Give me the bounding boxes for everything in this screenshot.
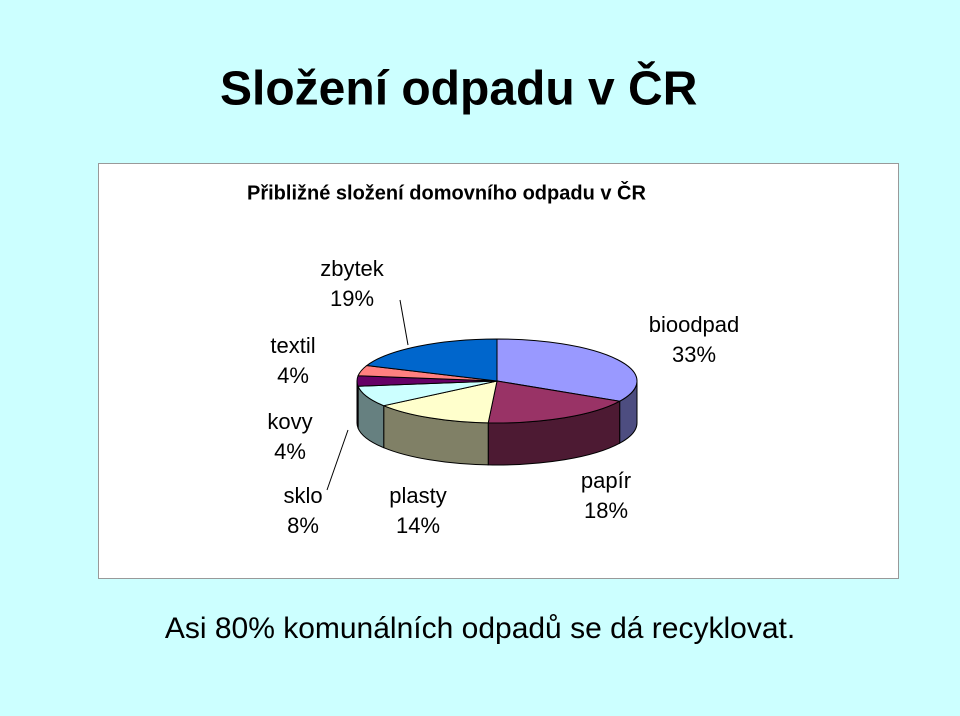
slice-label: zbytek: [320, 256, 385, 281]
pie-slice: [382, 380, 498, 424]
footer: Asi 80% komunálních odpadů se dá recyklo…: [165, 612, 795, 645]
slice-side: [356, 380, 359, 429]
slice-value-label: 18%: [584, 498, 628, 523]
slice-value-label: 4%: [277, 363, 309, 388]
slice-value-label: 33%: [672, 342, 716, 367]
slice-label: papír: [581, 468, 631, 493]
slice-label: plasty: [389, 483, 446, 508]
slice-value-label: 4%: [274, 439, 306, 464]
slice-label: kovy: [267, 409, 312, 434]
slice-value-label: 8%: [287, 513, 319, 538]
pie-slice: [496, 338, 638, 402]
pie-slice: [487, 380, 622, 424]
slide-title: Složení odpadu v ČR: [220, 61, 697, 116]
leader-line: [326, 429, 349, 491]
leader-line: [399, 299, 409, 346]
chart-title: Přibližné složení domovního odpadu v ČR: [247, 180, 646, 204]
pie-slice: [365, 338, 498, 382]
slice-label: bioodpad: [649, 312, 740, 337]
slice-label: sklo: [283, 483, 322, 508]
slice-value-label: 14%: [396, 513, 440, 538]
slice-value-label: 19%: [330, 286, 374, 311]
slice-label: textil: [270, 333, 315, 358]
